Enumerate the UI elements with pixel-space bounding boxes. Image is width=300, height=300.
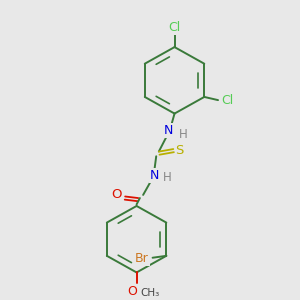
Text: S: S xyxy=(176,144,184,157)
Text: O: O xyxy=(112,188,122,201)
Text: Cl: Cl xyxy=(168,21,181,34)
Text: N: N xyxy=(150,169,159,182)
Text: Cl: Cl xyxy=(221,94,233,106)
Text: N: N xyxy=(164,124,173,137)
Text: Br: Br xyxy=(135,252,149,265)
Text: H: H xyxy=(163,171,172,184)
Text: H: H xyxy=(179,128,188,141)
Text: CH₃: CH₃ xyxy=(140,288,160,298)
Text: O: O xyxy=(128,285,138,298)
